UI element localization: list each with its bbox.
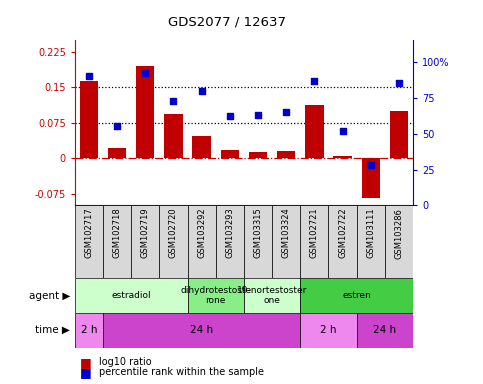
Point	[85, 73, 93, 79]
Text: GSM102717: GSM102717	[85, 208, 93, 258]
Text: GSM102718: GSM102718	[113, 208, 122, 258]
Text: GSM103324: GSM103324	[282, 208, 291, 258]
Text: agent ▶: agent ▶	[28, 291, 70, 301]
Text: percentile rank within the sample: percentile rank within the sample	[99, 367, 264, 377]
Text: 24 h: 24 h	[190, 325, 213, 335]
Bar	[136, 66, 155, 158]
Bar	[187, 205, 216, 278]
Bar	[159, 205, 187, 278]
Bar	[75, 205, 103, 278]
Point	[170, 98, 177, 104]
Text: GSM103292: GSM103292	[197, 208, 206, 258]
Bar	[216, 205, 244, 278]
Text: GSM103111: GSM103111	[366, 208, 375, 258]
Text: 2 h: 2 h	[320, 325, 337, 335]
Bar	[277, 151, 295, 158]
Point	[339, 128, 346, 134]
Bar	[328, 205, 356, 278]
Bar	[244, 278, 300, 313]
Text: GSM102720: GSM102720	[169, 208, 178, 258]
Text: dihydrotestoste
rone: dihydrotestoste rone	[180, 286, 251, 305]
Point	[282, 109, 290, 115]
Text: 2 h: 2 h	[81, 325, 97, 335]
Point	[367, 162, 375, 168]
Bar	[103, 313, 300, 348]
Bar	[75, 313, 103, 348]
Point	[226, 113, 234, 119]
Bar	[300, 313, 356, 348]
Bar	[244, 205, 272, 278]
Bar	[272, 205, 300, 278]
Text: time ▶: time ▶	[35, 325, 70, 335]
Bar	[390, 111, 408, 158]
Bar	[108, 148, 126, 158]
Text: GSM102721: GSM102721	[310, 208, 319, 258]
Point	[311, 78, 318, 84]
Bar	[75, 278, 187, 313]
Point	[113, 123, 121, 129]
Bar	[221, 150, 239, 158]
Bar	[300, 205, 328, 278]
Bar	[356, 313, 413, 348]
Bar	[305, 105, 324, 158]
Point	[142, 70, 149, 76]
Text: ■: ■	[80, 366, 91, 379]
Text: GSM102719: GSM102719	[141, 208, 150, 258]
Text: ■: ■	[80, 356, 91, 369]
Bar	[333, 156, 352, 158]
Text: estren: estren	[342, 291, 371, 300]
Bar	[356, 205, 385, 278]
Text: estradiol: estradiol	[112, 291, 151, 300]
Text: GDS2077 / 12637: GDS2077 / 12637	[168, 15, 286, 28]
Bar	[164, 114, 183, 158]
Text: GSM102722: GSM102722	[338, 208, 347, 258]
Bar	[362, 158, 380, 199]
Text: GSM103286: GSM103286	[395, 208, 403, 258]
Bar	[249, 152, 267, 158]
Point	[254, 112, 262, 118]
Bar	[385, 205, 413, 278]
Bar	[103, 205, 131, 278]
Bar	[131, 205, 159, 278]
Bar	[300, 278, 413, 313]
Text: log10 ratio: log10 ratio	[99, 357, 152, 367]
Text: GSM103293: GSM103293	[226, 208, 234, 258]
Point	[395, 80, 403, 86]
Text: 24 h: 24 h	[373, 325, 397, 335]
Bar	[80, 81, 98, 158]
Bar	[187, 278, 244, 313]
Text: 19-nortestoster
one: 19-nortestoster one	[237, 286, 307, 305]
Point	[198, 88, 206, 94]
Bar	[193, 136, 211, 158]
Text: GSM103315: GSM103315	[254, 208, 262, 258]
